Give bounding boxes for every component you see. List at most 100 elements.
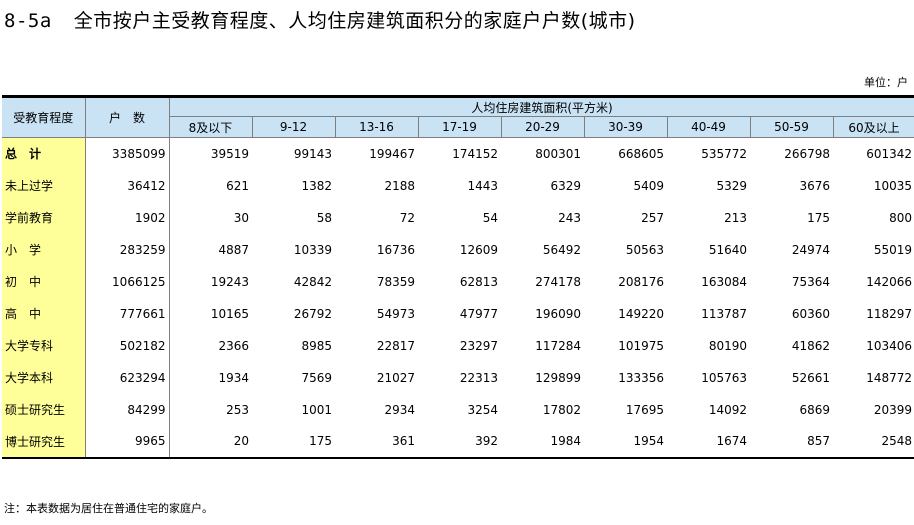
table-row: 小 学 283259 4887 10339 16736 12609 56492 50563 51… (2, 233, 914, 266)
value-cell: 800 (889, 210, 913, 225)
corner-header: 受教育程度 (2, 95, 86, 138)
table-row: 初 中 1066125 19243 42842 78359 62813 274178 2081… (2, 265, 914, 298)
value-cell: 30 (233, 210, 249, 225)
value-cell: 19243 (210, 274, 249, 289)
value-cell: 857 (750, 425, 833, 459)
value-cell: 10339 (293, 242, 332, 257)
page-title: 8-5a 全市按户主受教育程度、人均住房建筑面积分的家庭户户数(城市) (4, 6, 636, 33)
value-cell: 253 (226, 402, 249, 417)
value-cell: 6329 (550, 178, 581, 193)
value-cell: 175 (807, 210, 830, 225)
value-cell: 21027 (376, 370, 415, 385)
total-cell: 502182 (85, 329, 170, 362)
value-cell: 800301 (535, 146, 581, 161)
value-cell: 148772 (866, 370, 913, 385)
value-cell: 24974 (791, 242, 830, 257)
value-cell: 142066 (866, 274, 913, 289)
value-cell: 163084 (701, 274, 747, 289)
value-cell: 20399 (873, 402, 913, 417)
table-title: 全市按户主受教育程度、人均住房建筑面积分的家庭户户数(城市) (73, 10, 636, 32)
value-cell: 149220 (618, 306, 664, 321)
value-cell: 601342 (866, 146, 913, 161)
value-cell: 535772 (701, 146, 747, 161)
value-cell: 266798 (784, 146, 830, 161)
table-row: 总 计 3385099 39519 99143 199467 174152 800301 66… (2, 137, 914, 170)
column-header: 8及以下 (169, 116, 253, 138)
value-cell: 392 (418, 425, 501, 459)
total-cell: 623294 (85, 361, 170, 394)
value-cell: 10165 (210, 306, 249, 321)
total-cell: 3385099 (85, 137, 170, 170)
value-cell: 78359 (376, 274, 415, 289)
value-cell: 14092 (708, 402, 747, 417)
value-cell: 80190 (708, 338, 747, 353)
value-cell: 621 (226, 178, 249, 193)
value-cell: 54 (482, 210, 498, 225)
column-header: 50-59 (750, 116, 834, 138)
value-cell: 2548 (833, 425, 914, 459)
value-cell: 39519 (210, 146, 249, 161)
value-cell: 50563 (625, 242, 664, 257)
value-cell: 23297 (459, 338, 498, 353)
total-cell: 777661 (85, 297, 170, 330)
value-cell: 117284 (535, 338, 581, 353)
value-cell: 3676 (799, 178, 830, 193)
value-cell: 1001 (301, 402, 332, 417)
value-cell: 56492 (542, 242, 581, 257)
value-cell: 42842 (293, 274, 332, 289)
row-label: 博士研究生 (2, 425, 86, 459)
value-cell: 129899 (535, 370, 581, 385)
value-cell: 7569 (301, 370, 332, 385)
value-cell: 47977 (459, 306, 498, 321)
value-cell: 1984 (501, 425, 584, 459)
table-code: 8-5a (4, 10, 52, 32)
total-cell: 36412 (85, 169, 170, 202)
value-cell: 213 (724, 210, 747, 225)
value-cell: 54973 (376, 306, 415, 321)
total-header: 户 数 (85, 95, 170, 138)
value-cell: 2934 (384, 402, 415, 417)
row-label: 小 学 (2, 233, 86, 266)
total-cell: 1902 (85, 201, 170, 234)
value-cell: 1934 (218, 370, 249, 385)
row-label: 学前教育 (2, 201, 86, 234)
value-cell: 175 (252, 425, 335, 459)
value-cell: 55019 (873, 242, 913, 257)
value-cell: 3254 (467, 402, 498, 417)
value-cell: 10035 (873, 178, 913, 193)
group-header: 人均住房建筑面积(平方米) (169, 95, 914, 117)
row-label: 大学本科 (2, 361, 86, 394)
value-cell: 103406 (866, 338, 913, 353)
table-row: 硕士研究生 84299 253 1001 2934 3254 17802 17695 14092… (2, 393, 914, 426)
row-label: 大学专科 (2, 329, 86, 362)
table-row: 大学本科 623294 1934 7569 21027 22313 129899 133356… (2, 361, 914, 394)
total-cell: 1066125 (85, 265, 170, 298)
value-cell: 22817 (376, 338, 415, 353)
value-cell: 257 (641, 210, 664, 225)
value-cell: 51640 (708, 242, 747, 257)
value-cell: 62813 (459, 274, 498, 289)
table-row: 博士研究生 9965 20 175 361 392 1984 1954 1674 857 2548 (2, 425, 914, 459)
value-cell: 6869 (799, 402, 830, 417)
value-cell: 1443 (467, 178, 498, 193)
value-cell: 101975 (618, 338, 664, 353)
value-cell: 5329 (716, 178, 747, 193)
column-header: 20-29 (501, 116, 585, 138)
value-cell: 17802 (542, 402, 581, 417)
value-cell: 20 (169, 425, 252, 459)
row-label: 初 中 (2, 265, 86, 298)
value-cell: 243 (558, 210, 581, 225)
value-cell: 2188 (384, 178, 415, 193)
value-cell: 208176 (618, 274, 664, 289)
data-table: 受教育程度 户 数 人均住房建筑面积(平方米) 8及以下 9-12 13-16 17-… (2, 95, 914, 459)
value-cell: 361 (335, 425, 418, 459)
value-cell: 2366 (218, 338, 249, 353)
value-cell: 199467 (369, 146, 415, 161)
footnote: 注：本表数据为居住在普通住宅的家庭户。 (4, 502, 213, 515)
value-cell: 113787 (701, 306, 747, 321)
total-cell: 283259 (85, 233, 170, 266)
column-header: 40-49 (667, 116, 751, 138)
value-cell: 58 (316, 210, 332, 225)
value-cell: 133356 (618, 370, 664, 385)
value-cell: 1954 (584, 425, 667, 459)
